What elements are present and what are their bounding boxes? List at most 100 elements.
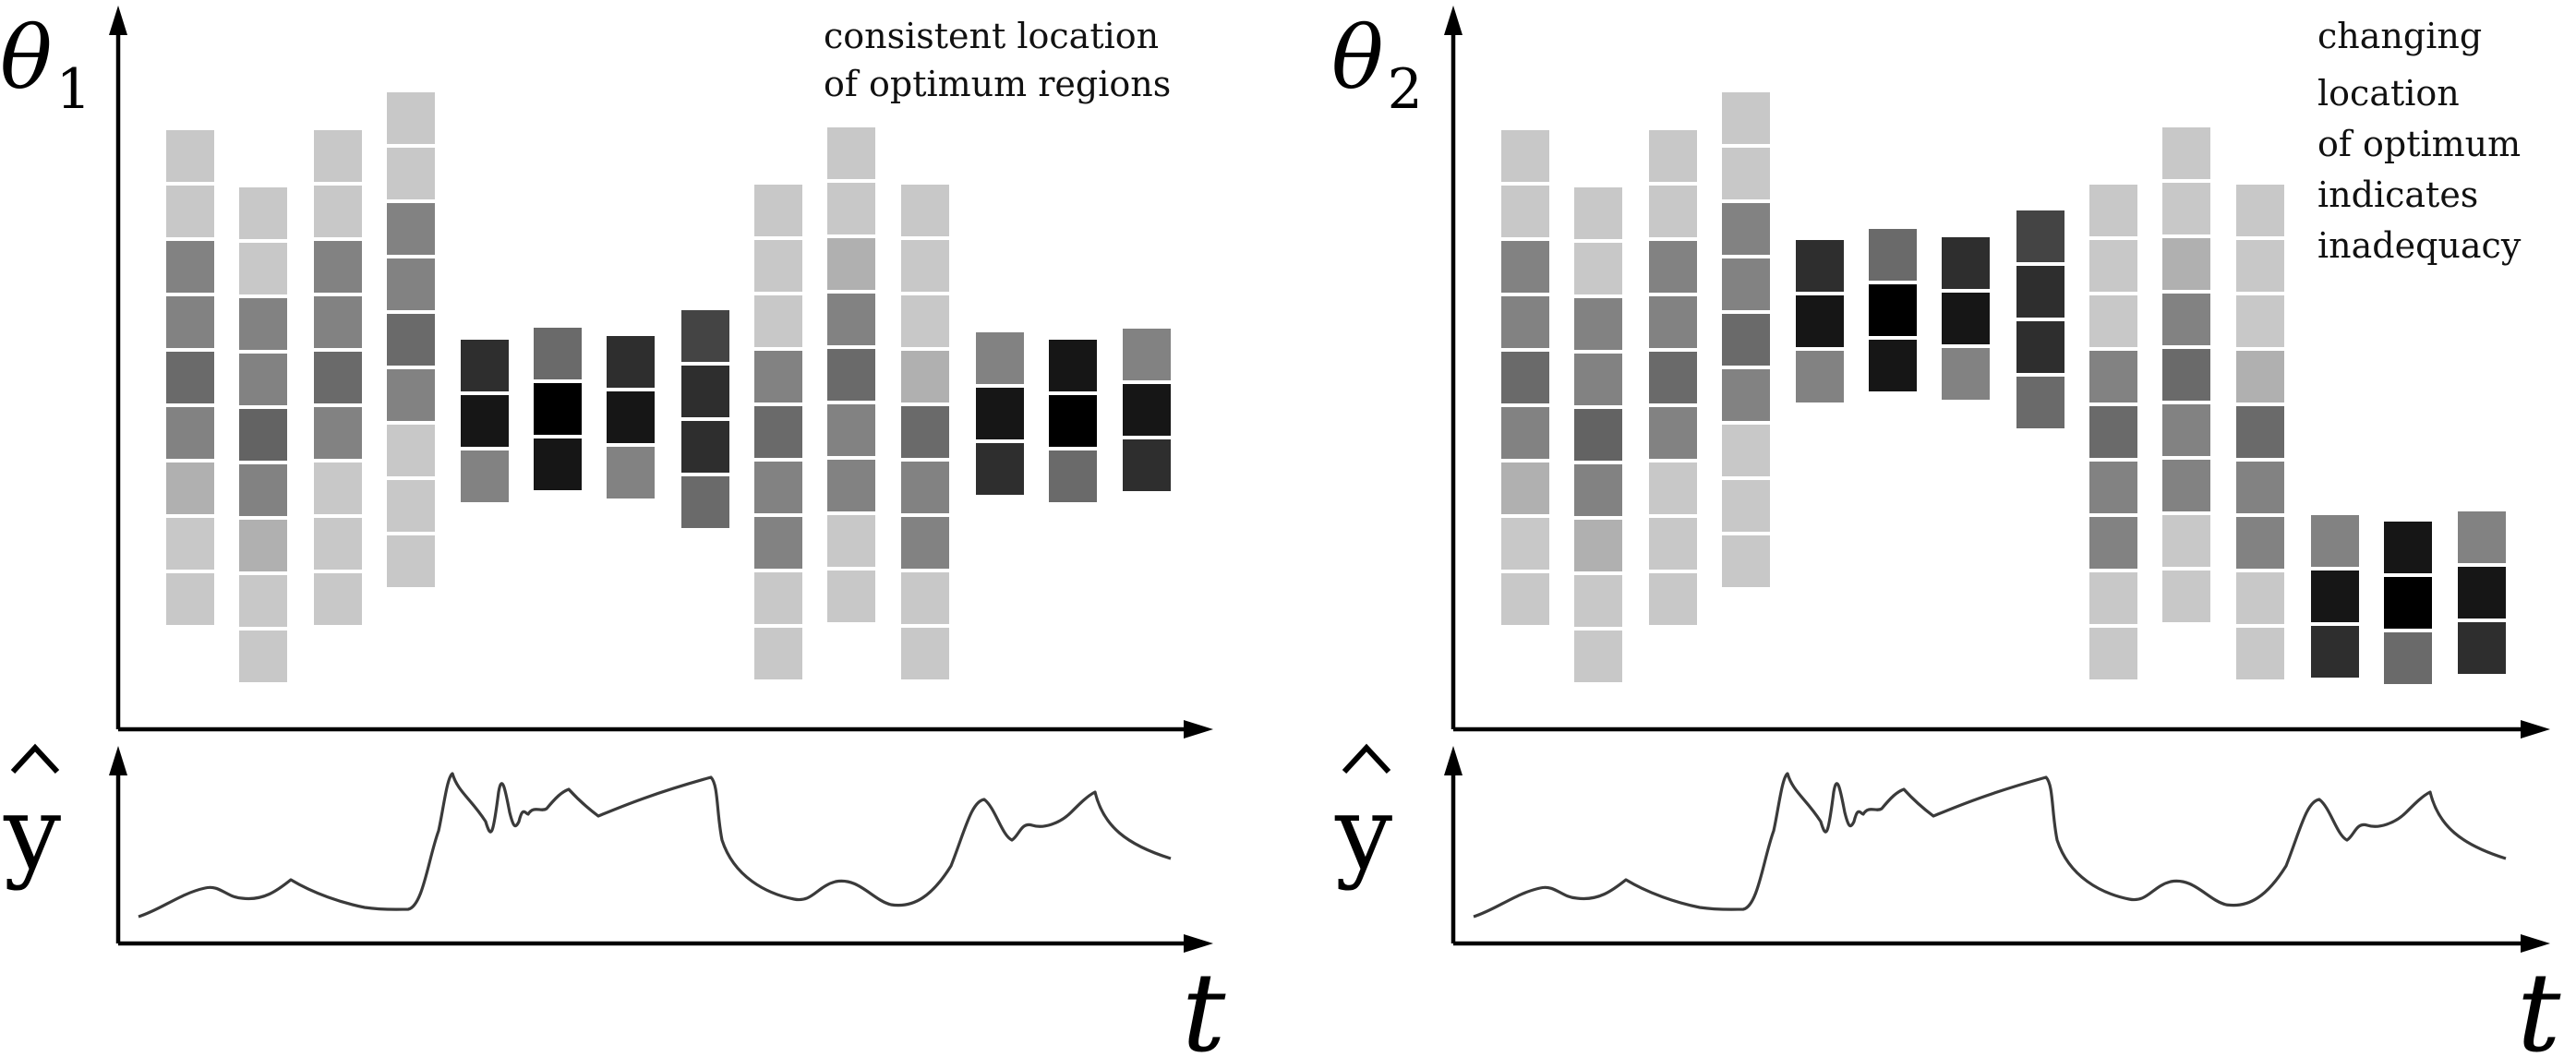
heatmap-cell	[2089, 295, 2137, 347]
heatmap-column	[1869, 229, 1917, 391]
heatmap-cell	[1574, 520, 1622, 571]
heatmap-cell	[2236, 628, 2284, 679]
heatmap-cell	[2311, 626, 2359, 678]
heatmap-cell	[239, 575, 287, 627]
heatmap-cell	[239, 409, 287, 461]
hat-accent	[10, 743, 60, 775]
param-axis-label: θ1	[0, 8, 91, 122]
heatmap-cell	[1649, 462, 1697, 514]
optimum-heatmap	[166, 92, 1171, 682]
heatmap-cell	[461, 450, 509, 502]
heatmap-cell	[2384, 577, 2432, 629]
heatmap-cell	[2162, 515, 2210, 567]
heatmap-cell	[314, 407, 362, 459]
output-signal-curve	[1473, 772, 2507, 919]
heatmap-cell	[1722, 480, 1770, 532]
heatmap-cell	[2162, 294, 2210, 345]
heatmap-cell	[2089, 517, 2137, 569]
heatmap-cell	[2311, 515, 2359, 567]
output-axis-label: y	[3, 743, 61, 892]
heatmap-cell	[607, 391, 655, 443]
heatmap-cell	[2384, 632, 2432, 684]
heatmap-cell	[901, 240, 949, 292]
heatmap-cell	[976, 443, 1024, 495]
heatmap-cell	[314, 130, 362, 182]
heatmap-column	[1796, 240, 1844, 402]
heatmap-cell	[2089, 628, 2137, 679]
heatmap-cell	[1649, 296, 1697, 348]
heatmap-cell	[166, 407, 214, 459]
heatmap-cell	[166, 518, 214, 570]
output-y-axis-arrow	[109, 746, 127, 775]
heatmap-column	[1049, 340, 1097, 502]
heatmap-cell	[2458, 622, 2506, 674]
param-axis-label: θ2	[1331, 8, 1423, 122]
heatmap-cell	[1501, 130, 1549, 182]
heatmap-cell	[1796, 295, 1844, 347]
heatmap-column	[534, 328, 582, 490]
output-y-axis-arrow	[1444, 746, 1463, 775]
heatmap-cell	[2016, 210, 2064, 262]
heatmap-cell	[1722, 369, 1770, 421]
heatmap-cell	[1722, 425, 1770, 476]
heatmap-column	[754, 185, 802, 679]
heatmap-cell	[166, 352, 214, 403]
heatmap-cell	[1574, 575, 1622, 627]
heatmap-cell	[1049, 450, 1097, 502]
heatmap-cell	[1501, 573, 1549, 625]
heatmap-cell	[901, 185, 949, 236]
heatmap-column	[166, 130, 214, 625]
heatmap-cell	[1649, 186, 1697, 237]
param-x-axis-arrow	[1184, 720, 1213, 739]
heatmap-cell	[534, 328, 582, 379]
optimum-heatmap	[1501, 92, 2506, 684]
heatmap-cell	[239, 631, 287, 682]
heatmap-cell	[754, 572, 802, 624]
heatmap-cell	[387, 425, 435, 476]
heatmap-cell	[976, 332, 1024, 384]
heatmap-cell	[1501, 407, 1549, 459]
annotation-text: consistent location of optimum regions	[824, 16, 1171, 104]
heatmap-cell	[1796, 240, 1844, 292]
heatmap-cell	[754, 406, 802, 458]
heatmap-cell	[1796, 351, 1844, 402]
heatmap-cell	[314, 573, 362, 625]
heatmap-cell	[1649, 407, 1697, 459]
panel-right: θ2 changing location of optimum indicate…	[1331, 6, 2561, 1057]
heatmap-cell	[976, 388, 1024, 439]
heatmap-cell	[2089, 351, 2137, 402]
heatmap-cell	[166, 462, 214, 514]
heatmap-column	[681, 310, 729, 528]
heatmap-column	[1123, 329, 1171, 491]
heatmap-cell	[754, 462, 802, 513]
heatmap-cell	[827, 349, 875, 401]
heatmap-column	[2089, 185, 2137, 679]
param-y-axis-arrow	[109, 6, 127, 35]
heatmap-cell	[901, 462, 949, 513]
heatmap-cell	[2016, 321, 2064, 373]
heatmap-cell	[1574, 243, 1622, 294]
heatmap-cell	[166, 186, 214, 237]
heatmap-cell	[2089, 572, 2137, 624]
heatmap-cell	[1501, 186, 1549, 237]
time-axis-label: t	[1182, 949, 1226, 1057]
heatmap-cell	[827, 404, 875, 456]
heatmap-column	[239, 187, 287, 682]
heatmap-cell	[2236, 240, 2284, 292]
heatmap-column	[1501, 130, 1549, 625]
heatmap-cell	[2384, 522, 2432, 573]
heatmap-cell	[2236, 517, 2284, 569]
heatmap-cell	[534, 383, 582, 435]
heatmap-cell	[1869, 284, 1917, 336]
heatmap-column	[1574, 187, 1622, 682]
heatmap-cell	[2089, 185, 2137, 236]
svg-text:y: y	[1334, 774, 1392, 892]
heatmap-cell	[387, 148, 435, 199]
heatmap-cell	[901, 295, 949, 347]
heatmap-cell	[1722, 258, 1770, 310]
output-signal-curve	[138, 772, 1172, 919]
heatmap-cell	[314, 186, 362, 237]
heatmap-cell	[166, 241, 214, 293]
heatmap-cell	[387, 203, 435, 255]
heatmap-cell	[2162, 127, 2210, 179]
